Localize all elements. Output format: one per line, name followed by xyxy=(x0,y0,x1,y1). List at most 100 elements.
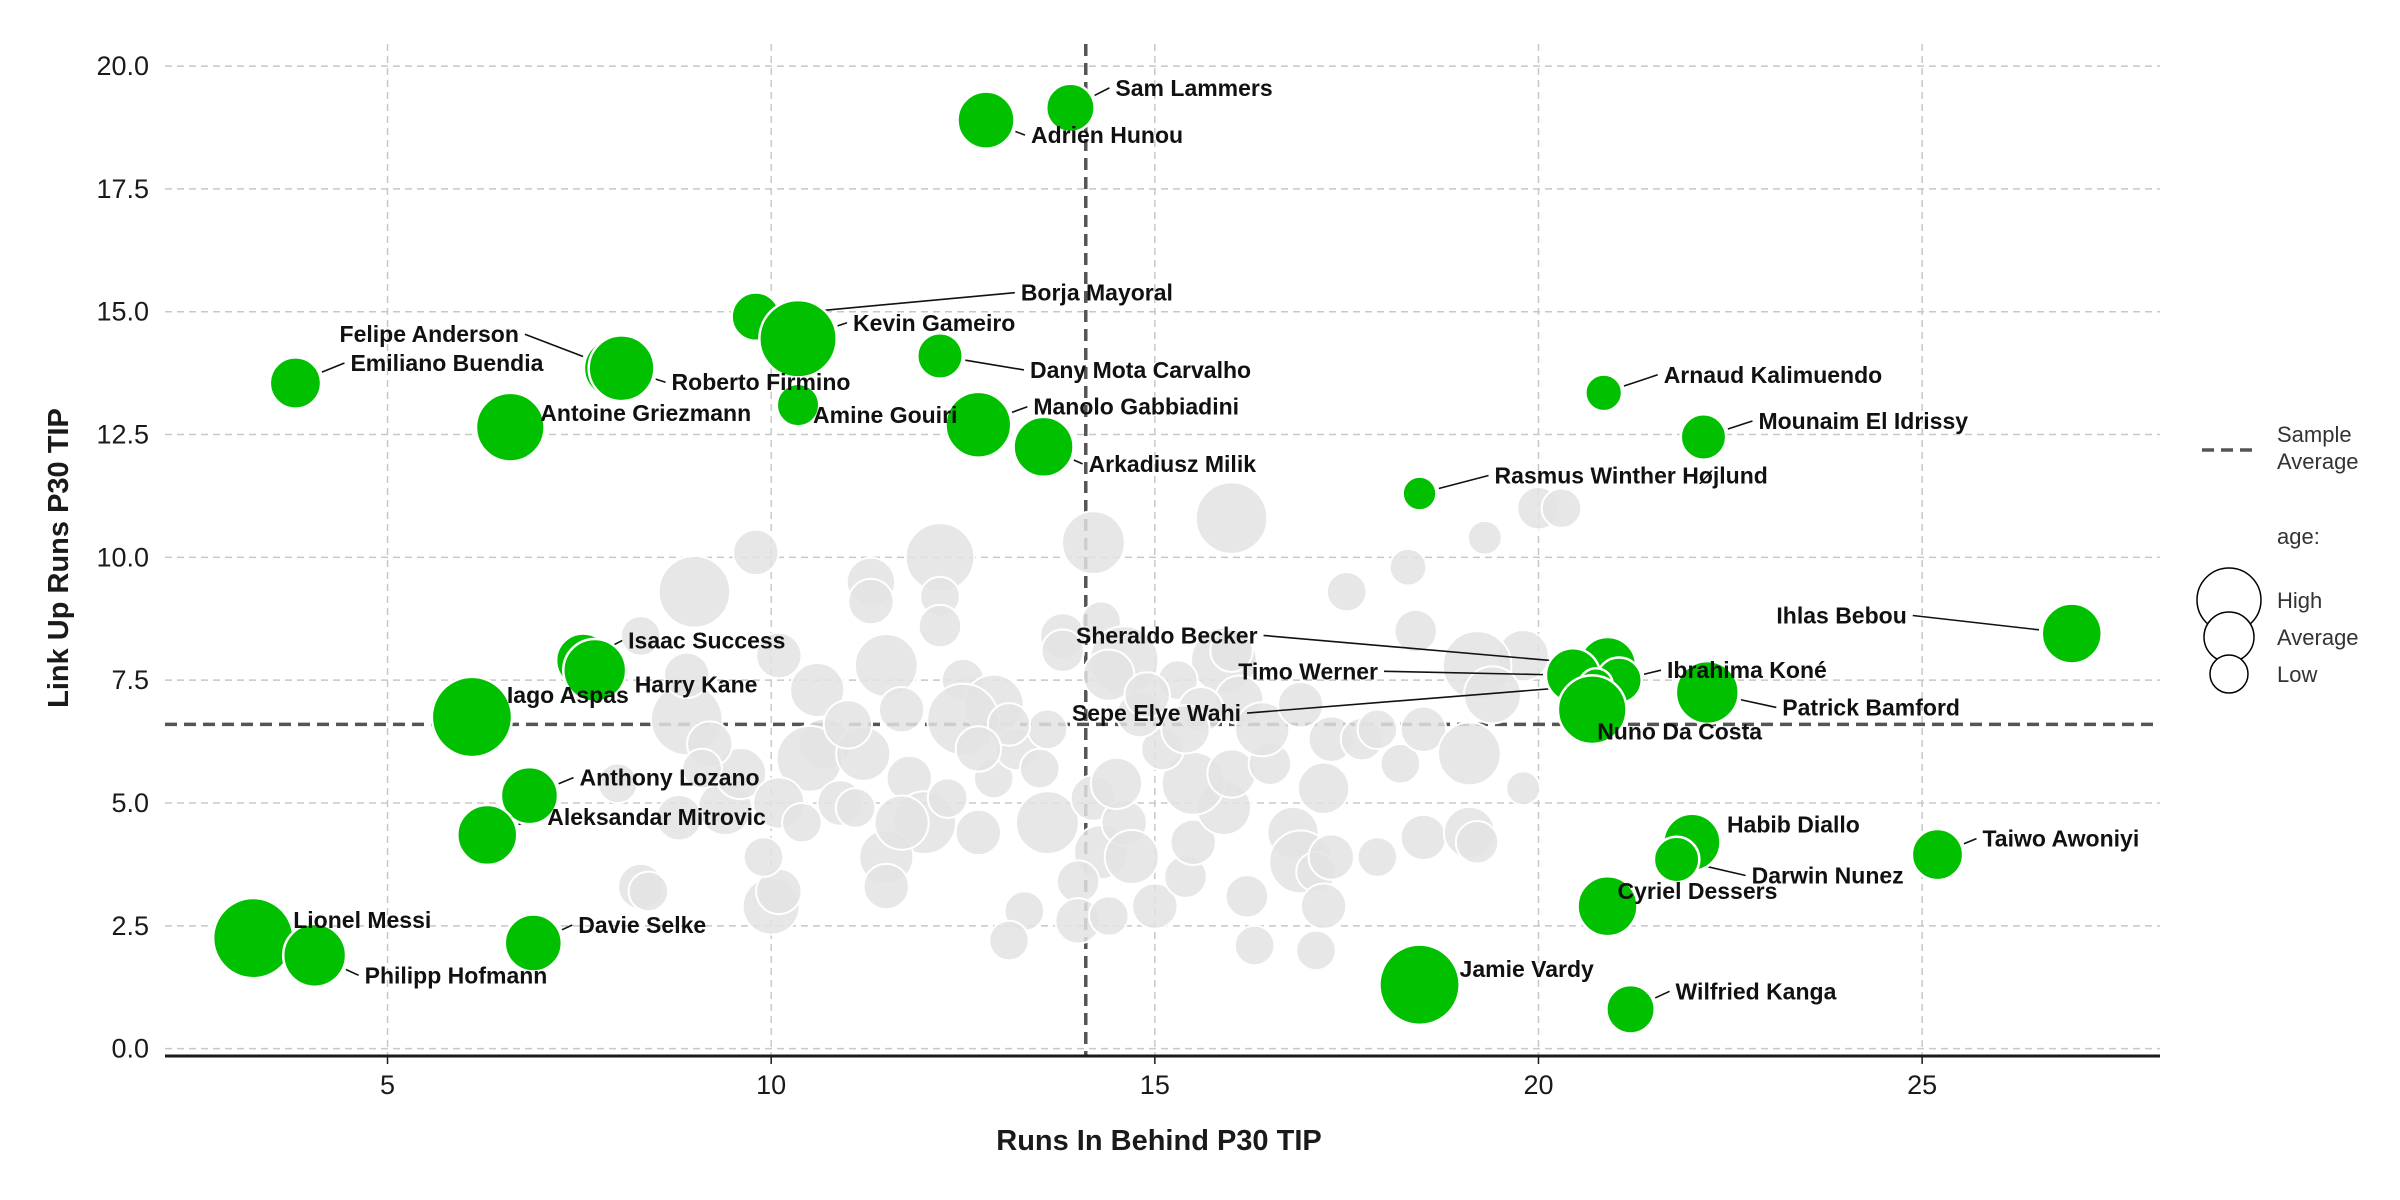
background-player-point xyxy=(1356,836,1399,878)
highlighted-player-point xyxy=(1584,373,1624,413)
background-player-point xyxy=(1026,708,1069,751)
player-label: Mounaim El Idrissy xyxy=(1758,408,1968,434)
player-label: Antoine Griezmann xyxy=(540,400,751,426)
highlighted-player-point xyxy=(1910,827,1965,882)
background-player-point xyxy=(834,787,877,829)
background-player-point xyxy=(954,808,1003,857)
background-player-point xyxy=(619,615,662,657)
x-axis-ticks: 5 10 15 20 25 xyxy=(380,1056,1937,1100)
highlighted-player-point xyxy=(1045,82,1096,134)
background-player-point xyxy=(873,794,930,851)
grid-lines xyxy=(165,44,2160,1056)
highlighted-player-point xyxy=(587,334,656,403)
background-player-point xyxy=(1160,704,1211,755)
y-axis-title: Link Up Runs P30 TIP xyxy=(43,408,75,708)
background-player-point xyxy=(1087,895,1130,937)
player-label: Lionel Messi xyxy=(293,907,431,933)
background-player-point xyxy=(1388,547,1428,587)
highlighted-player-point xyxy=(430,675,514,759)
legend-size-low-circle xyxy=(2209,654,2249,694)
background-player-point xyxy=(862,862,910,911)
player-label: Manolo Gabbiadini xyxy=(1033,394,1239,420)
label-leader-line xyxy=(655,378,666,383)
player-label: Davie Selke xyxy=(578,912,706,938)
background-player-point xyxy=(789,661,846,719)
background-player-point xyxy=(1437,721,1502,787)
player-label: Emiliano Buendia xyxy=(350,350,543,376)
y-tick-label: 17.5 xyxy=(96,174,149,204)
background-player-point xyxy=(1295,929,1337,972)
label-leader-line xyxy=(965,359,1025,371)
label-leader-line xyxy=(345,968,359,977)
player-label: Wilfried Kanga xyxy=(1676,978,1837,1004)
background-player-point xyxy=(1356,708,1399,751)
label-leader-lines xyxy=(321,87,2040,999)
background-player-point xyxy=(1540,487,1583,530)
background-player-point xyxy=(1399,705,1448,754)
highlighted-player-point xyxy=(2040,602,2103,665)
legend-size-average-label: Average xyxy=(2277,625,2359,650)
background-player-point xyxy=(663,651,711,699)
background-player-point xyxy=(1379,742,1422,785)
highlighted-player-point xyxy=(281,922,348,988)
background-player-point xyxy=(1466,519,1503,556)
player-label: Habib Diallo xyxy=(1727,811,1860,837)
label-leader-line xyxy=(1623,374,1658,387)
player-label: Cyriel Dessers xyxy=(1618,878,1778,904)
highlighted-player-point xyxy=(1556,674,1628,746)
player-labels: Sam Lammers Adrien Hunou Borja MayoralKevi… xyxy=(293,75,2139,1004)
legend-average-label-line2: Average xyxy=(2277,449,2359,474)
highlighted-player-point xyxy=(1012,415,1075,479)
highlighted-player-point xyxy=(944,390,1013,459)
background-player-point xyxy=(1103,828,1160,886)
highlighted-player-point xyxy=(1401,475,1438,512)
y-axis-ticks: 0.0 2.5 5.0 7.5 10.0 12.5 15.0 17.5 20.0 xyxy=(96,51,149,1064)
player-label: Dany Mota Carvalho xyxy=(1030,357,1251,383)
label-leader-line xyxy=(1963,837,1977,845)
highlighted-player-point xyxy=(916,332,964,380)
legend-size-low-label: Low xyxy=(2277,662,2317,687)
background-player-point xyxy=(1131,882,1179,930)
background-player-point xyxy=(1299,882,1348,930)
label-leader-line xyxy=(558,776,574,785)
background-player-point xyxy=(596,762,639,805)
background-player-point xyxy=(1169,818,1217,867)
player-label: Jamie Vardy xyxy=(1460,956,1594,982)
background-player-point xyxy=(1307,833,1356,881)
background-player-point xyxy=(1055,859,1101,904)
highlighted-player-point xyxy=(1652,835,1701,884)
player-label: Nuno Da Costa xyxy=(1597,719,1762,745)
label-leader-line xyxy=(1643,669,1662,676)
background-player-point xyxy=(1454,820,1500,865)
background-player-point xyxy=(1224,874,1270,919)
player-label: Patrick Bamford xyxy=(1782,694,1960,720)
label-leader-line xyxy=(1246,685,1577,714)
label-leader-line xyxy=(1438,474,1489,490)
label-leader-line xyxy=(1015,130,1026,136)
player-label: Ibrahima Koné xyxy=(1667,657,1827,683)
highlighted-player-point xyxy=(956,90,1016,150)
highlighted-points xyxy=(211,82,2103,1035)
highlighted-player-point xyxy=(503,913,564,973)
y-tick-label: 5.0 xyxy=(111,788,149,818)
player-label: Amine Gouiri xyxy=(813,402,957,428)
background-player-point xyxy=(655,794,703,842)
highlighted-player-point xyxy=(775,382,821,428)
player-label: Iago Aspas xyxy=(507,682,629,708)
legend-size-high-label: High xyxy=(2277,588,2322,613)
background-player-point xyxy=(1393,608,1438,654)
background-player-point xyxy=(1505,770,1542,807)
player-label: Philipp Hofmann xyxy=(365,962,548,988)
label-leader-line xyxy=(1383,670,1543,676)
player-label: Sam Lammers xyxy=(1115,75,1272,101)
label-leader-line xyxy=(837,321,848,327)
label-leader-line xyxy=(524,333,584,358)
background-player-point xyxy=(986,702,1032,747)
highlighted-player-point xyxy=(562,637,628,704)
player-label: Rasmus Winther Højlund xyxy=(1495,463,1768,489)
player-label: Harry Kane xyxy=(635,671,758,697)
background-player-point xyxy=(988,919,1030,962)
player-label: Sepe Elye Wahi xyxy=(1072,700,1241,726)
label-leader-line xyxy=(1073,459,1083,465)
